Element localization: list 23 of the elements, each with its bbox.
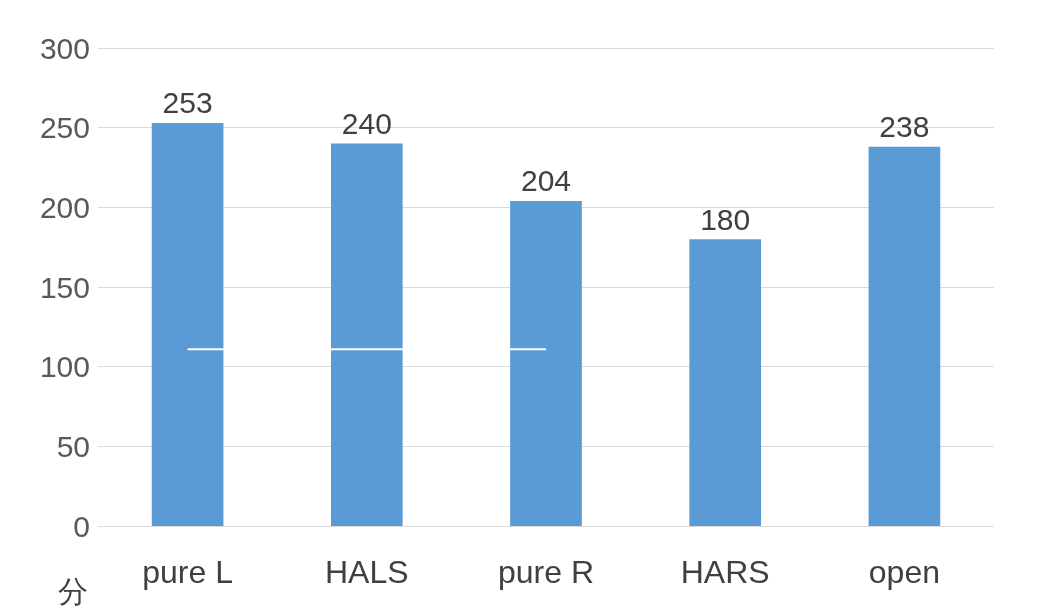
data-label: 238 — [879, 110, 930, 144]
bar — [510, 200, 582, 526]
x-tick-label: open — [868, 554, 940, 590]
x-tick-label: HARS — [680, 554, 770, 590]
y-tick-label: 100 — [39, 350, 90, 384]
x-tick-label: HALS — [325, 554, 409, 590]
bar — [330, 143, 403, 526]
data-label: 204 — [520, 164, 572, 198]
y-tick-label: 150 — [39, 270, 90, 304]
y-axis-title: 分 — [58, 574, 88, 608]
bar — [689, 239, 762, 526]
y-tick-label: 50 — [56, 429, 90, 463]
y-tick-label: 300 — [39, 31, 90, 65]
data-label: 180 — [700, 202, 751, 236]
y-tick-label: 200 — [39, 190, 90, 224]
bar — [868, 146, 941, 526]
y-tick-label: 0 — [73, 509, 90, 543]
y-tick-label: 250 — [39, 111, 90, 145]
x-tick-label: pure R — [497, 554, 595, 590]
data-label: 253 — [162, 86, 213, 120]
x-tick-label: pure L — [142, 554, 233, 590]
data-label: 240 — [341, 107, 392, 141]
bar — [151, 122, 224, 526]
